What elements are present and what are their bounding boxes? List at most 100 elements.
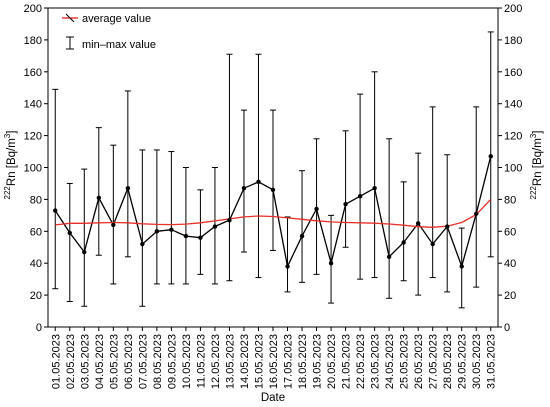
data-point — [241, 186, 247, 191]
x-tick-label: 13.05.2023 — [224, 334, 236, 389]
y-tick-label-right: 80 — [504, 194, 516, 206]
data-point — [183, 233, 189, 239]
x-tick-label: 05.05.2023 — [108, 334, 120, 389]
x-tick-label: 24.05.2023 — [384, 334, 396, 389]
y-axis-title-right: 222Rn [Bq/m3] — [529, 131, 544, 200]
x-tick-label: 26.05.2023 — [413, 334, 425, 389]
y-tick-label-left: 20 — [30, 290, 42, 302]
data-point — [212, 224, 218, 229]
x-axis-title: Date — [261, 392, 285, 404]
y-tick-label-left: 200 — [24, 3, 42, 15]
data-point — [227, 217, 232, 223]
x-tick-label: 31.05.2023 — [486, 334, 498, 389]
data-point — [328, 261, 334, 266]
y-tick-label-left: 120 — [24, 131, 42, 143]
y-tick-label-left: 140 — [24, 99, 42, 111]
y-tick-label-left: 60 — [30, 226, 42, 238]
x-tick-label: 06.05.2023 — [123, 334, 135, 389]
y-axis-title-right-isotope: 222 — [529, 186, 538, 200]
data-point — [444, 224, 450, 229]
data-point — [198, 235, 203, 240]
legend-average-label: average value — [82, 13, 151, 25]
x-tick-label: 08.05.2023 — [152, 334, 164, 389]
y-tick-label-left: 100 — [24, 163, 42, 175]
data-point — [125, 186, 131, 191]
y-axis-title-right-main: Rn [Bq/m — [532, 138, 544, 186]
x-tick-label: 23.05.2023 — [370, 334, 382, 389]
data-point — [285, 264, 290, 269]
data-point — [256, 179, 261, 185]
data-point — [299, 233, 305, 239]
data-point — [53, 208, 58, 213]
x-tick-label: 15.05.2023 — [253, 334, 265, 389]
data-point — [82, 249, 87, 255]
y-tick-label-right: 100 — [504, 163, 522, 175]
average-line — [55, 198, 492, 228]
y-axis-title-left: 222Rn [Bq/m3] — [3, 131, 18, 200]
x-tick-label: 19.05.2023 — [312, 334, 324, 389]
y-tick-label-left: 0 — [36, 322, 42, 334]
x-tick-label: 20.05.2023 — [326, 334, 338, 389]
y-tick-label-left: 180 — [24, 35, 42, 47]
y-tick-label-right: 40 — [504, 258, 516, 270]
data-point — [430, 241, 435, 247]
y-tick-label-left: 40 — [30, 258, 42, 270]
x-tick-label: 02.05.2023 — [65, 334, 77, 389]
y-tick-label-right: 0 — [504, 322, 510, 334]
y-tick-label-left: 80 — [30, 194, 42, 206]
x-tick-label: 25.05.2023 — [399, 334, 411, 389]
x-tick-label: 30.05.2023 — [471, 334, 483, 389]
x-tick-label: 07.05.2023 — [137, 334, 149, 389]
legend-minmax-label: min–max value — [82, 39, 156, 51]
y-axis-title-left-exp: 3 — [3, 133, 12, 138]
y-tick-label-right: 120 — [504, 131, 522, 143]
data-point — [488, 154, 493, 159]
y-axis-title-right-exp: 3 — [529, 133, 538, 138]
y-tick-label-right: 160 — [504, 67, 522, 79]
x-tick-label: 11.05.2023 — [195, 334, 207, 388]
data-point — [401, 240, 406, 245]
data-point — [270, 187, 276, 193]
data-point — [140, 241, 145, 247]
y-tick-label-right: 140 — [504, 99, 522, 111]
data-point — [96, 195, 102, 201]
x-tick-label: 27.05.2023 — [428, 334, 440, 389]
y-axis-title-right-close: ] — [532, 131, 544, 134]
legend-average-swatch-mark — [65, 13, 75, 23]
data-point — [357, 194, 363, 199]
data-point — [459, 264, 464, 269]
x-tick-label: 21.05.2023 — [341, 334, 353, 389]
x-tick-label: 04.05.2023 — [94, 334, 106, 389]
data-point — [372, 186, 377, 191]
data-point — [111, 222, 116, 228]
y-tick-label-right: 200 — [504, 3, 522, 15]
x-tick-label: 09.05.2023 — [166, 334, 178, 389]
x-tick-label: 28.05.2023 — [442, 334, 454, 389]
y-axis-title-left-isotope: 222 — [3, 186, 12, 200]
data-point — [343, 201, 348, 207]
data-point — [67, 230, 72, 236]
x-tick-label: 16.05.2023 — [268, 334, 280, 389]
y-axis-title-left-close: ] — [6, 131, 18, 134]
data-point — [386, 254, 392, 260]
y-tick-label-left: 160 — [24, 67, 42, 79]
data-point — [314, 206, 319, 212]
x-tick-label: 18.05.2023 — [297, 334, 309, 389]
x-tick-label: 10.05.2023 — [181, 334, 193, 389]
y-tick-label-right: 180 — [504, 35, 522, 47]
x-tick-label: 17.05.2023 — [283, 334, 295, 389]
x-tick-label: 01.05.2023 — [50, 334, 62, 389]
data-point — [169, 227, 174, 232]
data-point — [154, 229, 160, 234]
legend: average value min–max value — [62, 13, 156, 51]
y-tick-label-right: 60 — [504, 226, 516, 238]
x-tick-label: 03.05.2023 — [79, 334, 91, 389]
x-tick-label: 29.05.2023 — [457, 334, 469, 389]
y-tick-label-right: 20 — [504, 290, 516, 302]
x-tick-label: 12.05.2023 — [210, 334, 222, 389]
y-axis-title-left-main: Rn [Bq/m — [6, 138, 18, 186]
data-point — [474, 211, 479, 216]
data-point — [415, 221, 421, 226]
x-tick-label: 14.05.2023 — [239, 334, 251, 389]
